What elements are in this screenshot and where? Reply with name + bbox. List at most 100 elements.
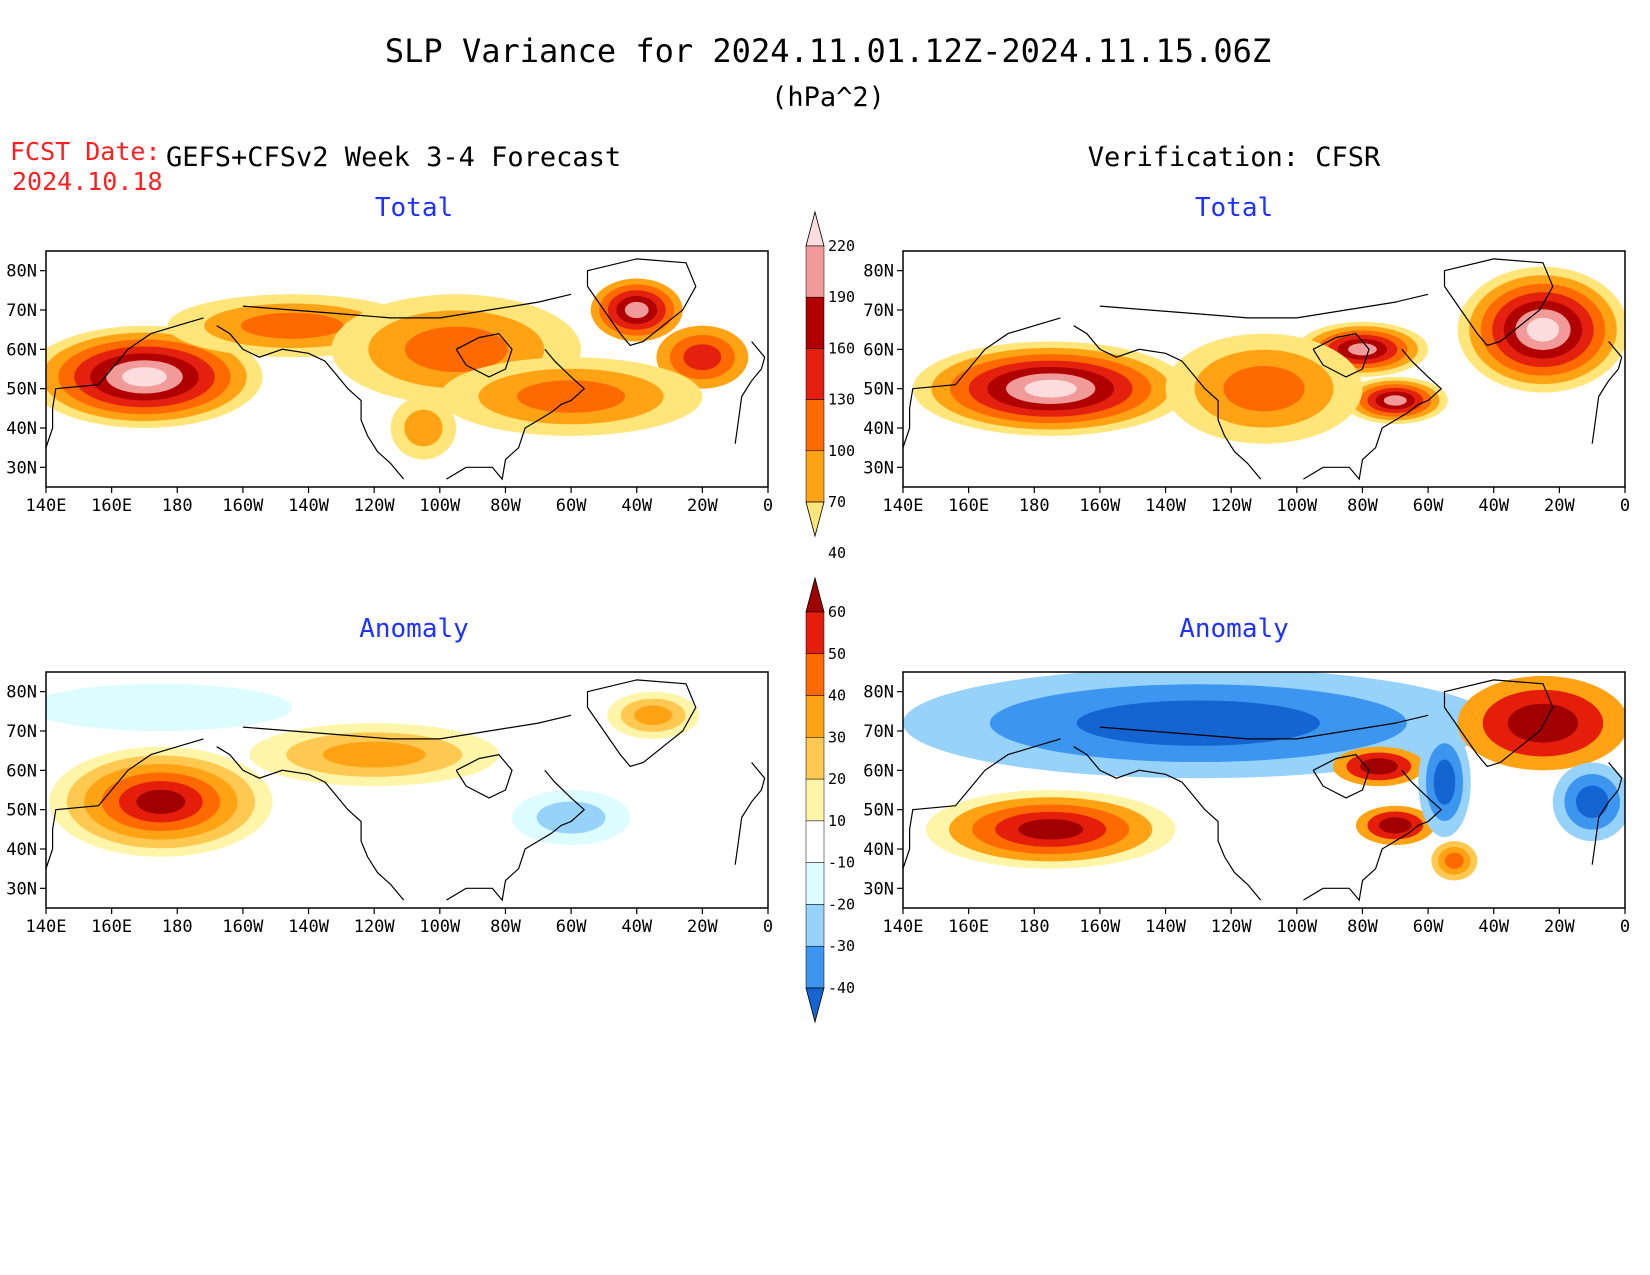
colorbar-label: 130 [828, 391, 855, 409]
contour-fill-verif_anomaly-3-2 [1379, 817, 1412, 834]
colorbar-swatch [805, 737, 825, 780]
contour-fill-verif_total-2-5 [1383, 395, 1407, 406]
coastline-3 [1099, 714, 1429, 740]
colorbar-swatch [805, 611, 825, 655]
coastline-0 [1073, 746, 1262, 901]
lon-label: 140E [883, 496, 924, 516]
lon-label: 40W [1478, 496, 1509, 516]
panel-subtitle-verif-anomaly: Anomaly [1179, 614, 1289, 644]
contour-fill-verif_anomaly-6-2 [1433, 759, 1456, 805]
lat-label: 60N [863, 340, 894, 360]
contour-fill-verif_anomaly-7-2 [1444, 852, 1464, 869]
contour-fill-verif_total-0-6 [1024, 379, 1077, 398]
lon-label: 100W [419, 496, 461, 516]
contour-fill-fcst_total-1-2 [240, 312, 344, 339]
lat-label: 70N [6, 301, 37, 321]
panel-subtitle-verif-total: Total [1195, 193, 1273, 223]
colorbar-label: -20 [828, 895, 855, 913]
colorbar-swatch [805, 348, 825, 400]
contour-fill-verif_total-3-6 [1526, 317, 1560, 342]
coastline-0 [216, 746, 405, 901]
map-panel-verification-total: 80N 70N 60N 50N 40N 30N 140E 160E 180 160W 140W 120… [863, 250, 1630, 516]
colorbar-swatch [805, 296, 825, 349]
map-frame [45, 250, 769, 488]
coastline-3 [242, 714, 572, 740]
coastline-1 [1303, 769, 1443, 902]
coastline-2 [455, 753, 513, 799]
lat-label: 30N [863, 458, 894, 478]
lon-label: 100W [1276, 917, 1318, 937]
lat-label: 50N [6, 801, 37, 821]
coastline-6 [734, 762, 766, 865]
colorbar-swatch [805, 820, 825, 863]
colorbar-tip-top [805, 210, 825, 247]
lat-label: 30N [6, 458, 37, 478]
colorbar-label: 100 [828, 442, 855, 460]
contour-fill-fcst_total-4-2 [683, 344, 722, 371]
lat-label: 60N [863, 761, 894, 781]
colorbar-swatch [805, 245, 825, 298]
contour-fill-fcst_anomaly-1-2 [322, 741, 426, 768]
contour-fill-verif_total-4-2 [1223, 365, 1305, 412]
lat-label: 50N [863, 801, 894, 821]
panel-subtitle-fcst-total: Total [375, 193, 453, 223]
coastline-1 [1303, 348, 1443, 481]
contour-fill-verif_total-1-5 [1348, 343, 1377, 356]
contour-fill-fcst_total-3-4 [624, 301, 649, 319]
lon-label: 160W [1079, 496, 1121, 516]
colorbar-swatch [805, 695, 825, 738]
contour-fill-verif_anomaly-1-4 [1018, 819, 1084, 840]
lon-label: 120W [354, 496, 396, 516]
lon-label: 60W [1413, 917, 1444, 937]
lon-label: 160E [948, 917, 989, 937]
lat-label: 70N [863, 722, 894, 742]
lon-label: 160E [948, 496, 989, 516]
lon-label: 180 [1019, 917, 1050, 937]
coastline-5 [46, 738, 204, 869]
lon-label: 100W [1276, 496, 1318, 516]
colorbar-label: -30 [828, 937, 855, 955]
colorbar-label: 160 [828, 339, 855, 357]
lat-label: 80N [863, 683, 894, 703]
lat-label: 40N [6, 840, 37, 860]
map-frame [902, 250, 1626, 488]
lon-label: 20W [687, 917, 718, 937]
figure-title: SLP Variance for 2024.11.01.12Z-2024.11.… [385, 32, 1271, 70]
lon-label: 160W [1079, 917, 1121, 937]
contour-fill-fcst_total-5-2 [517, 380, 626, 413]
colorbar-label: 190 [828, 288, 855, 306]
lon-label: 60W [1413, 496, 1444, 516]
units-label: (hPa^2) [771, 82, 885, 113]
verification-title: Verification: CFSR [1088, 142, 1381, 173]
coastline-6 [1591, 762, 1623, 865]
lat-label: 30N [863, 879, 894, 899]
colorbar-label: 40 [828, 687, 846, 705]
colorbar-swatch [805, 399, 825, 452]
lon-label: 160E [91, 496, 132, 516]
lat-label: 60N [6, 340, 37, 360]
contour-fill-fcst_anomaly-4-0 [46, 683, 293, 731]
lon-label: 180 [162, 917, 193, 937]
contour-fill-verif_anomaly-4-2 [1507, 703, 1579, 743]
colorbar-anomaly: 60 50 40 30 20 10 -10 -20 -30 -40 [805, 576, 855, 1024]
lon-label: 60W [556, 917, 587, 937]
contour-fill-verif_anomaly-0-2 [1076, 700, 1320, 746]
lon-label: 160W [222, 496, 264, 516]
colorbar-total: 220 190 160 130 100 70 40 [805, 210, 855, 562]
lon-label: 0 [763, 496, 773, 516]
lon-label: 40W [621, 917, 652, 937]
lon-label: 80W [1347, 496, 1378, 516]
lon-label: 140E [26, 496, 67, 516]
lon-label: 140E [26, 917, 67, 937]
colorbar-label: 40 [828, 544, 846, 562]
contour-fill-fcst_anomaly-2-2 [634, 705, 673, 725]
lat-label: 50N [6, 380, 37, 400]
lat-label: 70N [863, 301, 894, 321]
coastline-5 [46, 317, 204, 448]
lon-label: 0 [1620, 496, 1630, 516]
map-panel-verification-anomaly: 80N 70N 60N 50N 40N 30N 140E 160E 180 160W 140W 120… [863, 671, 1630, 937]
map-panel-forecast-total: 80N 70N 60N 50N 40N 30N 140E 160E 180 160W 140W 120… [6, 250, 773, 516]
lon-label: 60W [556, 496, 587, 516]
map-frame [45, 671, 769, 909]
